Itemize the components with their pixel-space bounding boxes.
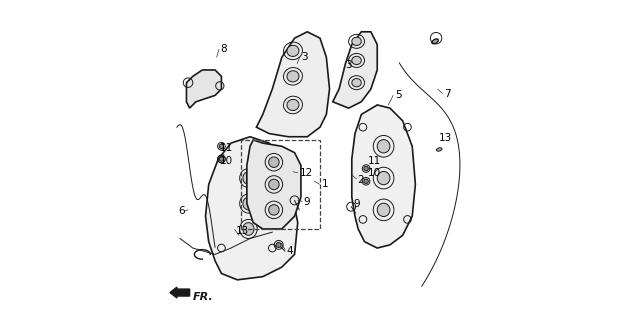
Ellipse shape <box>352 37 362 45</box>
Text: 13: 13 <box>236 225 249 236</box>
Text: 9: 9 <box>353 199 360 209</box>
Ellipse shape <box>352 79 362 87</box>
Ellipse shape <box>269 157 279 167</box>
Text: 8: 8 <box>220 44 227 54</box>
Text: 3: 3 <box>301 52 308 62</box>
Text: 7: 7 <box>444 89 451 99</box>
Ellipse shape <box>287 99 299 111</box>
Text: 5: 5 <box>395 90 401 100</box>
Polygon shape <box>205 137 298 280</box>
Ellipse shape <box>436 148 442 151</box>
Text: 11: 11 <box>368 156 381 166</box>
Ellipse shape <box>287 71 299 82</box>
Text: 6: 6 <box>179 206 185 217</box>
Ellipse shape <box>269 205 279 215</box>
Ellipse shape <box>269 179 279 190</box>
Circle shape <box>364 166 369 171</box>
Text: 1: 1 <box>321 179 328 190</box>
Text: 13: 13 <box>439 133 452 143</box>
Text: 9: 9 <box>303 197 310 207</box>
Ellipse shape <box>243 197 254 210</box>
Text: 4: 4 <box>287 246 293 256</box>
Text: 2: 2 <box>358 175 364 185</box>
FancyArrow shape <box>170 287 189 298</box>
Ellipse shape <box>377 171 390 185</box>
Text: 12: 12 <box>300 168 312 178</box>
Text: 10: 10 <box>368 168 381 178</box>
Polygon shape <box>352 105 415 248</box>
Ellipse shape <box>352 56 362 65</box>
Ellipse shape <box>377 140 390 153</box>
Polygon shape <box>257 32 330 137</box>
Text: 3: 3 <box>345 60 351 70</box>
Text: FR.: FR. <box>193 292 214 302</box>
Bar <box>241 140 320 229</box>
Text: 10: 10 <box>220 156 233 166</box>
Circle shape <box>364 179 369 183</box>
Polygon shape <box>186 70 221 108</box>
Polygon shape <box>333 32 377 108</box>
Circle shape <box>219 157 223 161</box>
Polygon shape <box>247 140 301 229</box>
Text: 11: 11 <box>220 143 233 153</box>
Ellipse shape <box>243 223 254 235</box>
Ellipse shape <box>432 39 438 44</box>
Circle shape <box>276 242 281 247</box>
Circle shape <box>219 144 223 149</box>
Ellipse shape <box>377 203 390 217</box>
Ellipse shape <box>287 45 299 57</box>
Ellipse shape <box>243 172 254 184</box>
